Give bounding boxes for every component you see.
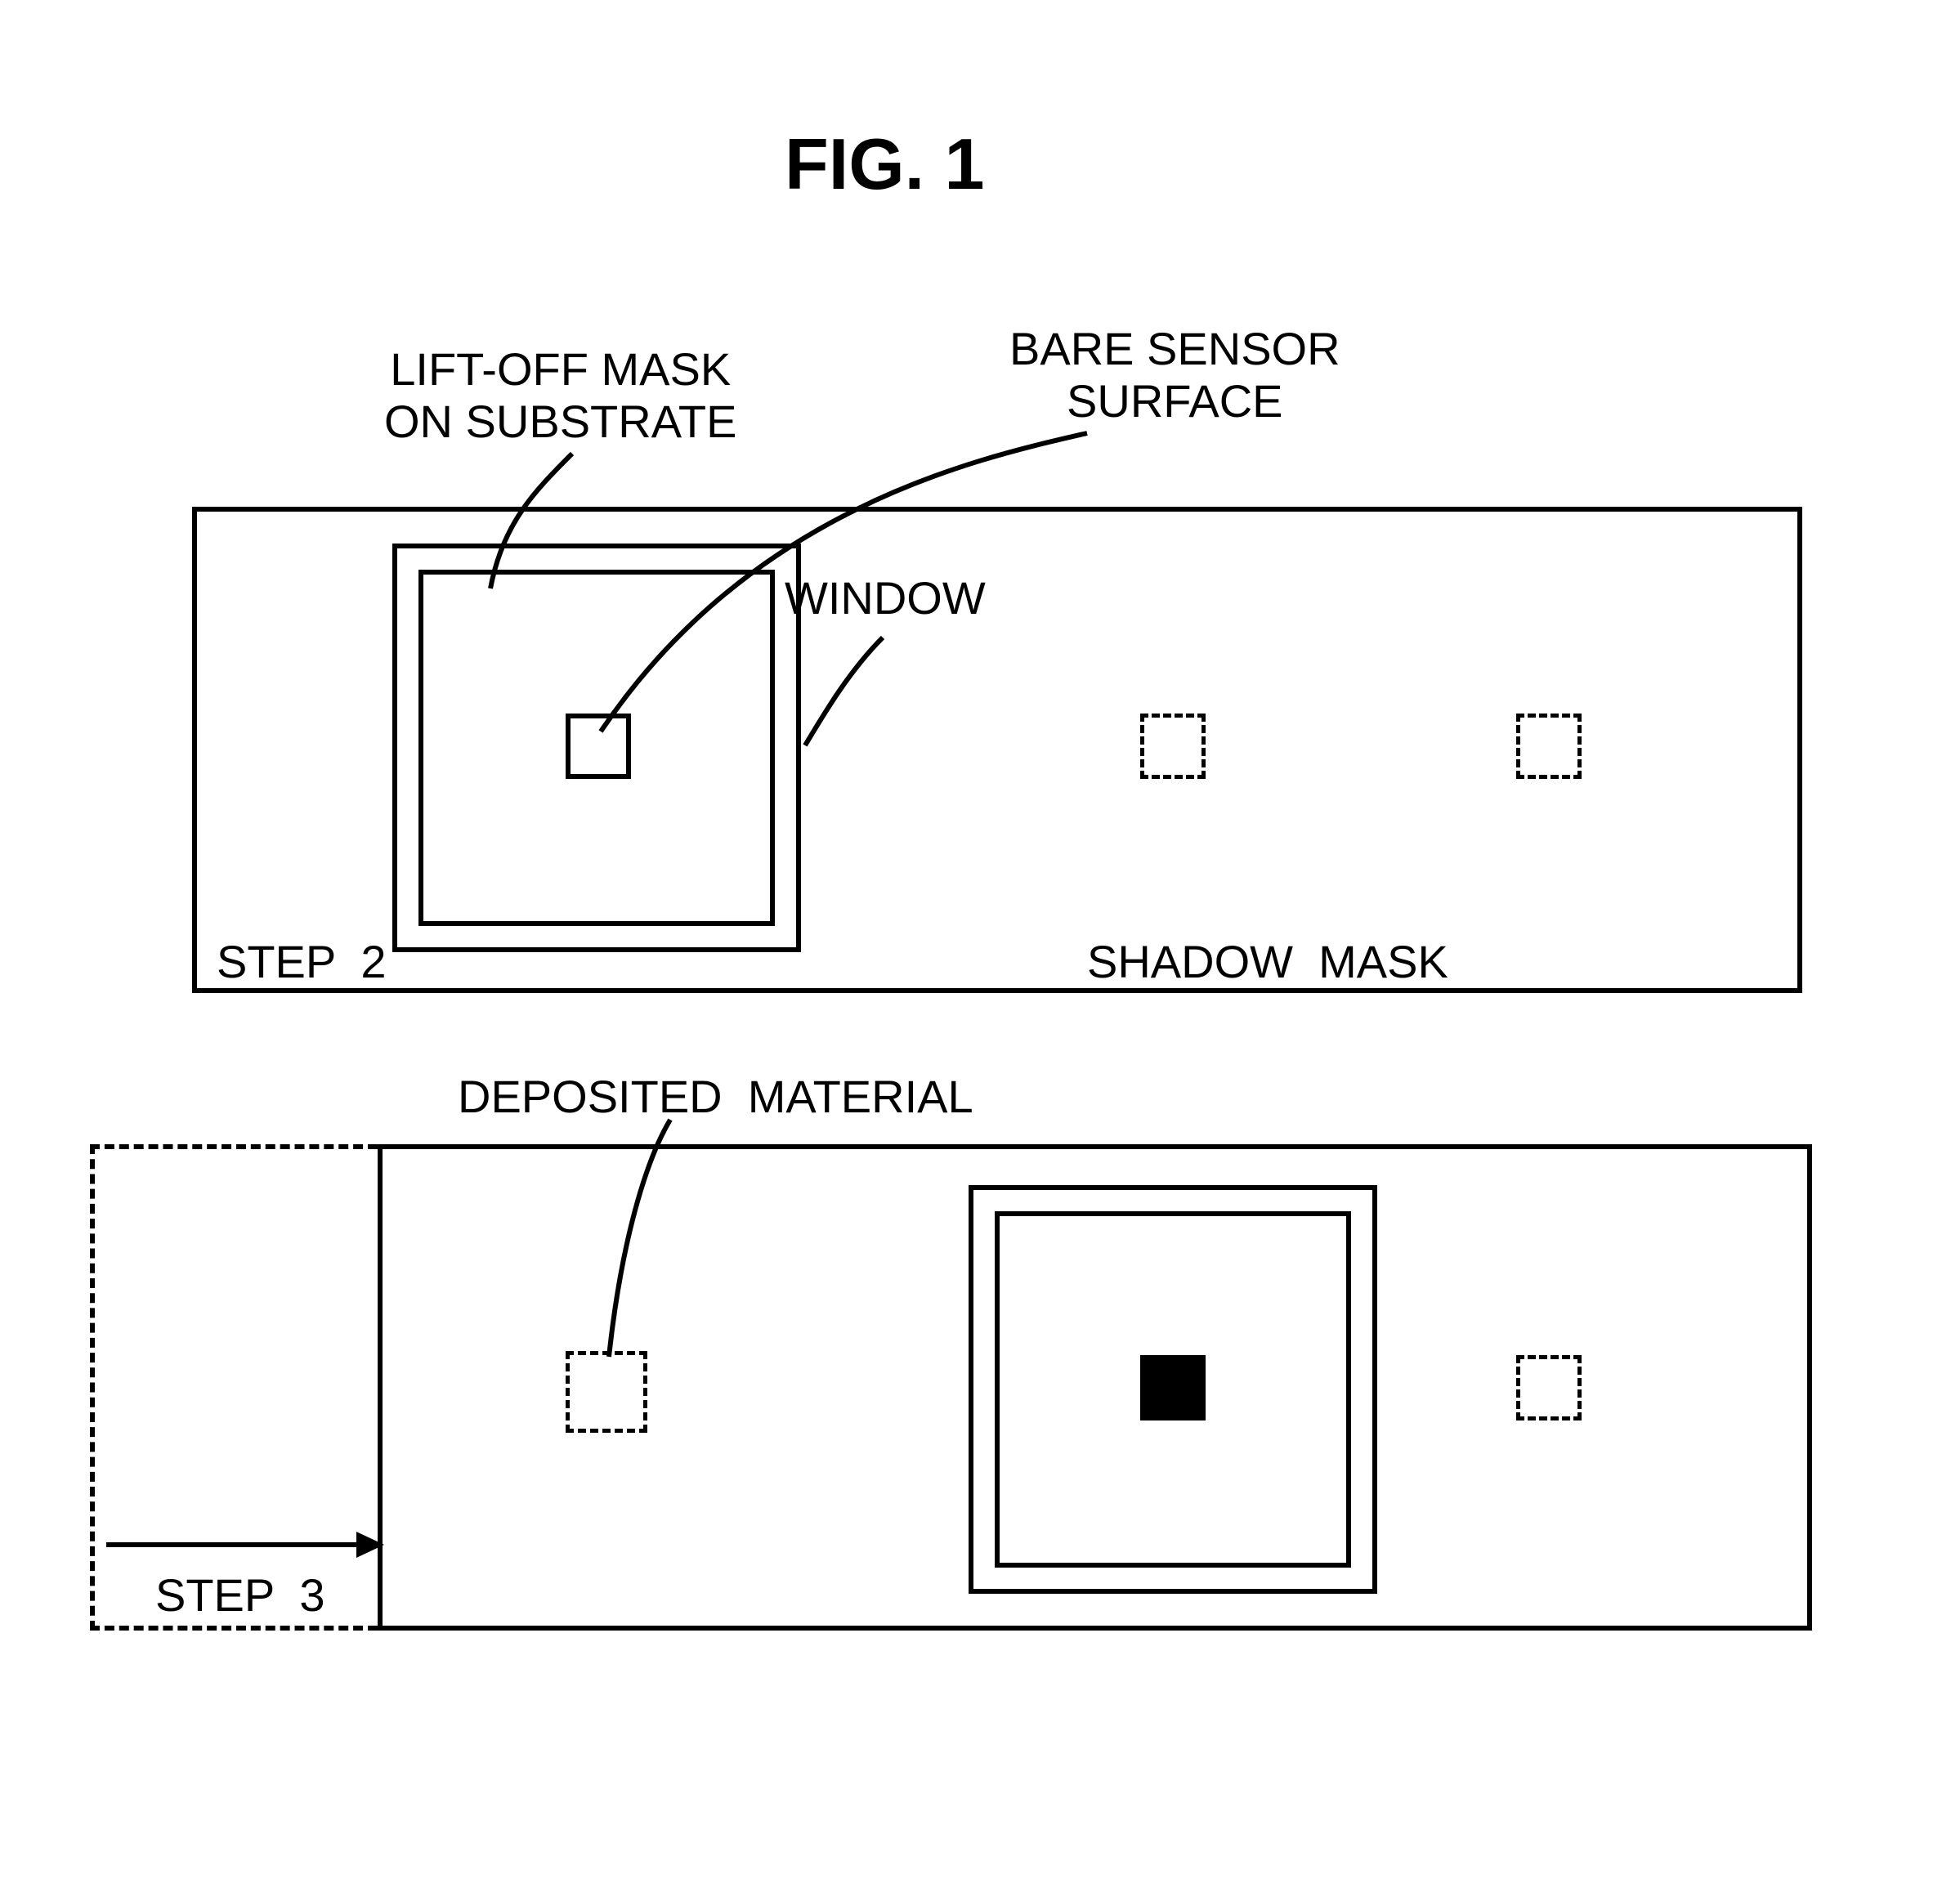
label-step3: STEP 3 <box>155 1569 325 1622</box>
